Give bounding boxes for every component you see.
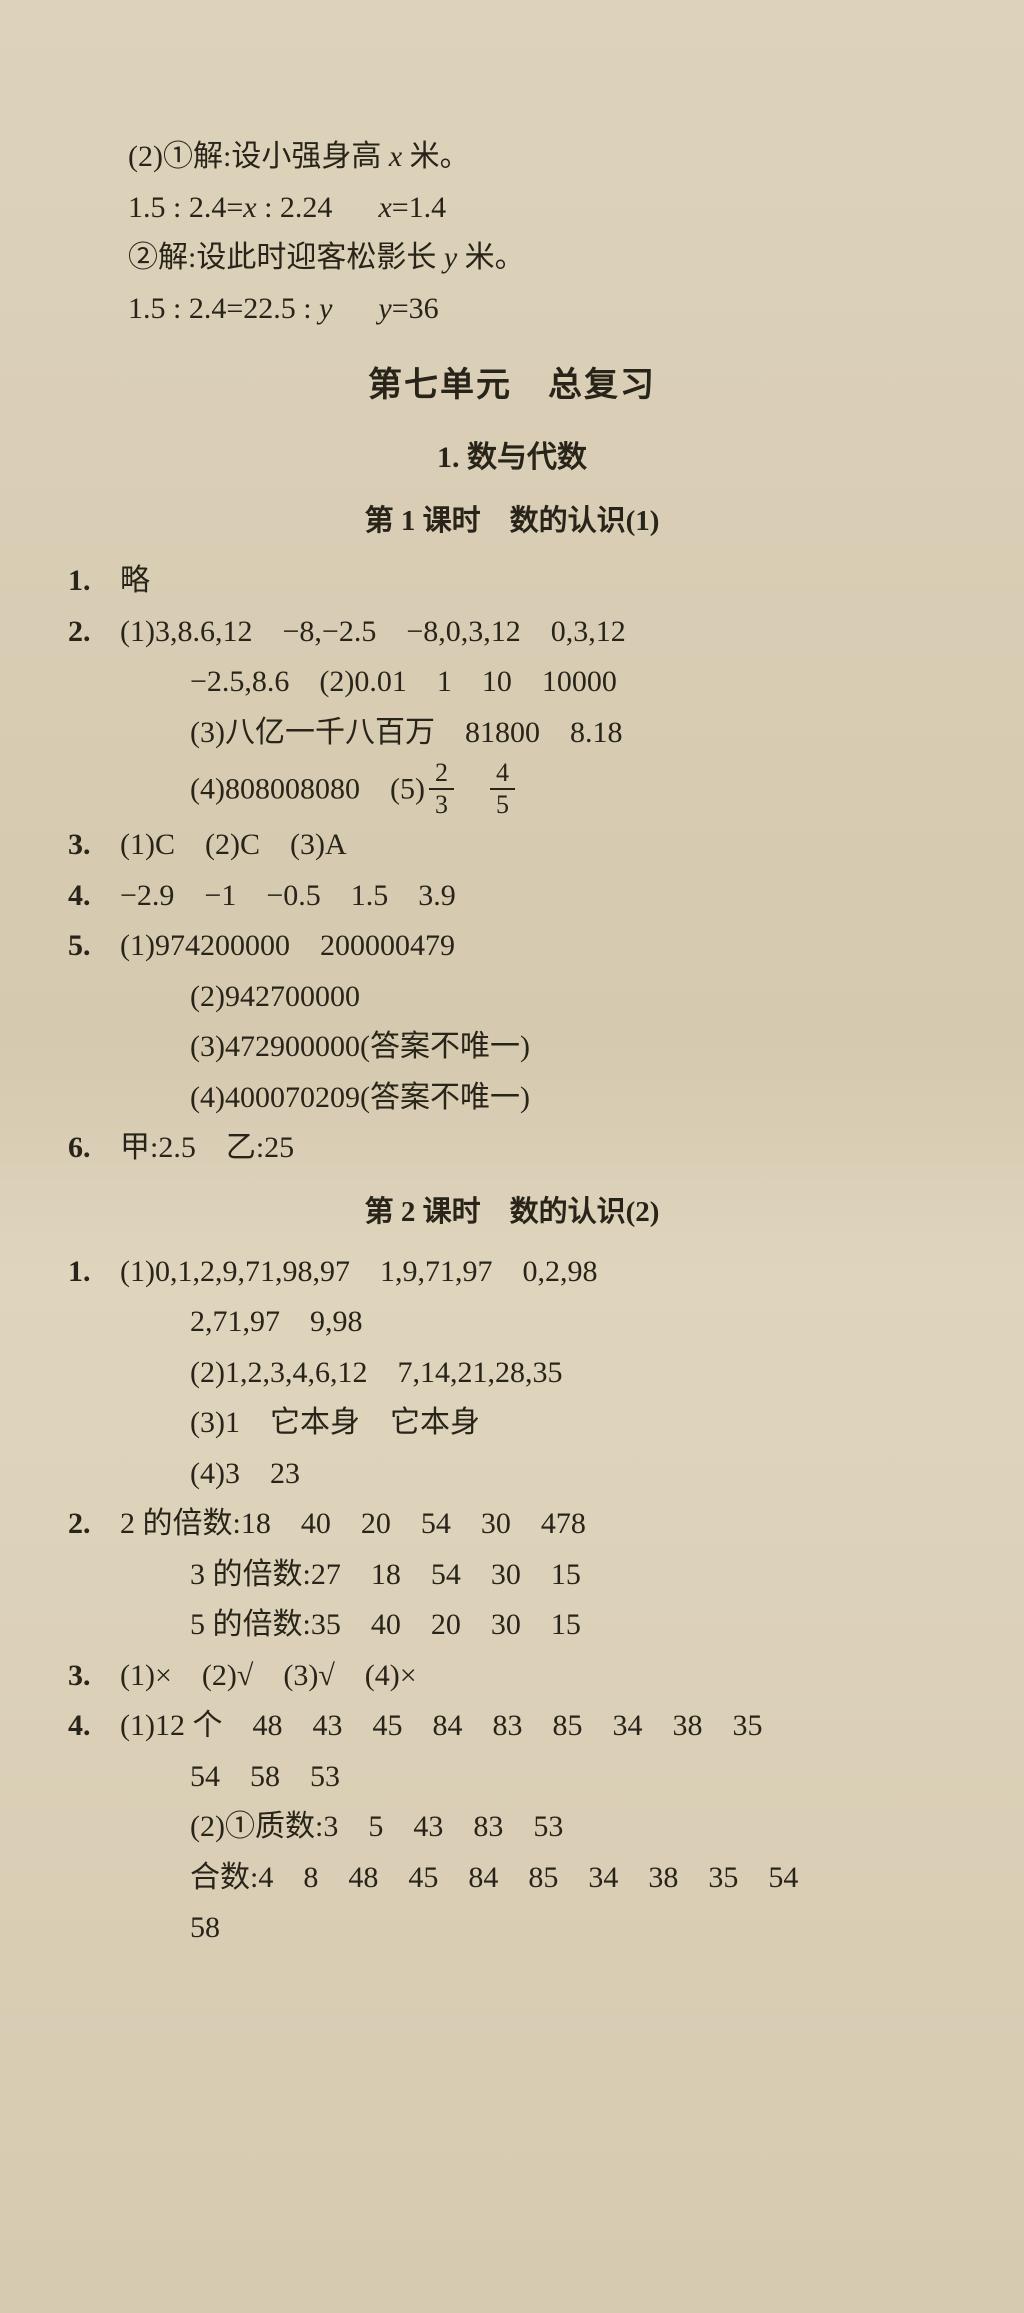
l2-q1-l4: (3)1 它本身 它本身: [68, 1400, 956, 1447]
var-x: x: [389, 140, 402, 173]
num-4b: 4.: [68, 1703, 120, 1750]
l2-q4-l4: 合数:4 8 48 45 84 85 34 38 35 54: [68, 1855, 956, 1902]
intro-l2b: : 2.24: [257, 191, 333, 224]
num-1: 1.: [68, 558, 120, 605]
intro-l4b: =36: [392, 292, 439, 325]
l1-q2-l2: −2.5,8.6 (2)0.01 1 10 10000: [68, 659, 956, 706]
l1-q1: 1.略: [68, 558, 956, 605]
l2-q4-l5: 58: [68, 1905, 956, 1952]
l1-q6: 6.甲:2.5 乙:25: [68, 1125, 956, 1172]
l1-q5-l2: (2)942700000: [68, 974, 956, 1021]
num-6: 6.: [68, 1125, 120, 1172]
l2-q4-l3: (2)①质数:3 5 43 83 53: [68, 1804, 956, 1851]
l2-q1-l1: 1.(1)0,1,2,9,71,98,97 1,9,71,97 0,2,98: [68, 1249, 956, 1296]
l1-q2-l4: (4)808008080 (5)23 45: [68, 760, 956, 818]
l1-q2-l1-text: (1)3,8.6,12 −8,−2.5 −8,0,3,12 0,3,12: [120, 615, 626, 648]
l2-q1-l2: 2,71,97 9,98: [68, 1299, 956, 1346]
l1-q4: 4.−2.9 −1 −0.5 1.5 3.9: [68, 873, 956, 920]
l1-q5-l1-text: (1)974200000 200000479: [120, 929, 455, 962]
num-3b: 3.: [68, 1653, 120, 1700]
l2-q3-text: (1)× (2)√ (3)√ (4)×: [120, 1659, 417, 1692]
num-3: 3.: [68, 822, 120, 869]
num-2b: 2.: [68, 1501, 120, 1548]
var-y3: y: [378, 292, 391, 325]
intro-line-4: 1.5 : 2.4=22.5 : yy=36: [68, 286, 956, 333]
l1-q6-text: 甲:2.5 乙:25: [120, 1131, 294, 1164]
intro-line-3: ②解:设此时迎客松影长 y 米。: [68, 235, 956, 282]
section-title: 1. 数与代数: [68, 435, 956, 482]
l1-q2-l4a: (4)808008080 (5): [190, 773, 425, 806]
page: (2)①解:设小强身高 x 米。 1.5 : 2.4=x : 2.24x=1.4…: [0, 0, 1024, 2313]
num-4: 4.: [68, 873, 120, 920]
l1-q1-text: 略: [120, 564, 150, 597]
intro-l2c: =1.4: [392, 191, 446, 224]
l2-q3: 3.(1)× (2)√ (3)√ (4)×: [68, 1653, 956, 1700]
l2-q2-l1-text: 2 的倍数:18 40 20 54 30 478: [120, 1507, 586, 1540]
l2-q2-l1: 2.2 的倍数:18 40 20 54 30 478: [68, 1501, 956, 1548]
intro-line-1: (2)①解:设小强身高 x 米。: [68, 134, 956, 181]
l1-q5-l4: (4)400070209(答案不唯一): [68, 1075, 956, 1122]
intro-l3a: ②解:设此时迎客松影长: [128, 241, 444, 274]
l1-q3-text: (1)C (2)C (3)A: [120, 828, 347, 861]
l2-q4-l2: 54 58 53: [68, 1754, 956, 1801]
l2-q1-l3: (2)1,2,3,4,6,12 7,14,21,28,35: [68, 1350, 956, 1397]
l2-q2-l2: 3 的倍数:27 18 54 30 15: [68, 1552, 956, 1599]
lesson1-title: 第 1 课时 数的认识(1): [68, 499, 956, 544]
intro-line-2: 1.5 : 2.4=x : 2.24x=1.4: [68, 185, 956, 232]
intro-l4a: 1.5 : 2.4=22.5 :: [128, 292, 319, 325]
intro-l2a: 1.5 : 2.4=: [128, 191, 243, 224]
var-y: y: [444, 241, 457, 274]
unit-title: 第七单元 总复习: [68, 360, 956, 413]
l1-q2-l3: (3)八亿一千八百万 81800 8.18: [68, 710, 956, 757]
var-x3: x: [378, 191, 391, 224]
intro-l1b: 米。: [402, 140, 470, 173]
l1-q4-text: −2.9 −1 −0.5 1.5 3.9: [120, 879, 456, 912]
lesson2-title: 第 2 课时 数的认识(2): [68, 1190, 956, 1235]
intro-l3b: 米。: [457, 241, 525, 274]
var-y2: y: [319, 292, 332, 325]
l1-q5-l3: (3)472900000(答案不唯一): [68, 1024, 956, 1071]
var-x2: x: [243, 191, 256, 224]
frac-2-3: 23: [429, 760, 454, 818]
l1-q3: 3.(1)C (2)C (3)A: [68, 822, 956, 869]
num-5: 5.: [68, 923, 120, 970]
l2-q2-l3: 5 的倍数:35 40 20 30 15: [68, 1602, 956, 1649]
num-2: 2.: [68, 609, 120, 656]
l2-q4-l1-text: (1)12 个 48 43 45 84 83 85 34 38 35: [120, 1709, 762, 1742]
l1-q5-l1: 5.(1)974200000 200000479: [68, 923, 956, 970]
num-1b: 1.: [68, 1249, 120, 1296]
l2-q1-l1-text: (1)0,1,2,9,71,98,97 1,9,71,97 0,2,98: [120, 1255, 597, 1288]
frac-4-5: 45: [490, 760, 515, 818]
l2-q4-l1: 4.(1)12 个 48 43 45 84 83 85 34 38 35: [68, 1703, 956, 1750]
intro-l1a: (2)①解:设小强身高: [128, 140, 389, 173]
l2-q1-l5: (4)3 23: [68, 1451, 956, 1498]
l1-q2-l1: 2.(1)3,8.6,12 −8,−2.5 −8,0,3,12 0,3,12: [68, 609, 956, 656]
